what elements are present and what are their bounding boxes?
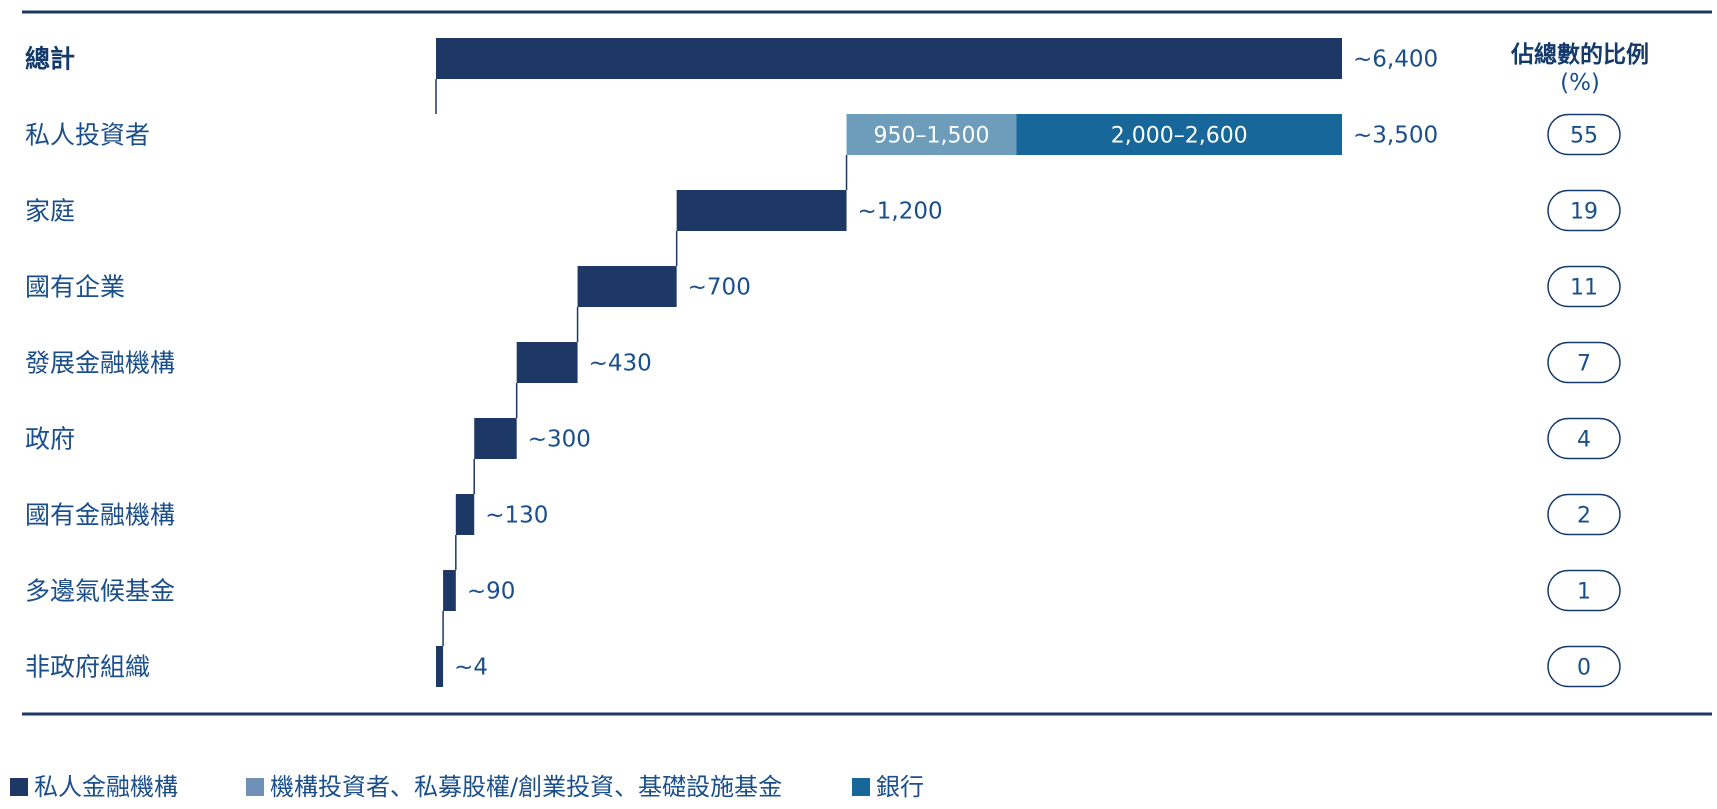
category-label: 非政府組織	[25, 653, 150, 682]
share-pill	[1547, 493, 1621, 536]
bar-3	[577, 266, 677, 307]
value-label: ~4	[454, 655, 488, 681]
category-label: 政府	[25, 425, 75, 454]
category-label: 私人投資者	[25, 121, 150, 150]
legend-label: 私人金融機構	[34, 773, 178, 801]
share-pill	[1547, 265, 1621, 308]
bars: 950–1,500 2,000–2,600	[436, 38, 1342, 687]
bar-segment-label: 950–1,500	[873, 124, 989, 149]
share-value: 4	[1577, 428, 1591, 453]
bar-7	[443, 570, 456, 611]
bar-2	[676, 190, 847, 231]
category-label: 總計	[25, 45, 75, 74]
share-header: 佔總數的比例	[1510, 41, 1649, 68]
value-label: ~6,400	[1353, 47, 1438, 73]
value-label: ~300	[528, 427, 591, 453]
value-label: ~430	[589, 351, 652, 377]
category-label: 國有金融機構	[25, 501, 175, 530]
value-label: ~3,500	[1353, 123, 1438, 149]
bar-8	[436, 646, 444, 687]
share-pill	[1547, 341, 1621, 384]
share-value: 11	[1570, 276, 1598, 301]
share-value: 2	[1577, 504, 1591, 529]
category-label: 家庭	[25, 197, 75, 226]
share-value: 19	[1570, 200, 1598, 225]
legend-swatch	[10, 778, 28, 796]
share-pill	[1547, 417, 1621, 460]
legend-label: 機構投資者、私募股權/創業投資、基礎設施基金	[270, 773, 782, 801]
value-label: ~700	[688, 275, 751, 301]
share-value: 0	[1577, 656, 1591, 681]
value-label: ~130	[485, 503, 548, 529]
value-labels: ~6,400 ~3,500 ~1,200 ~700 ~430 ~300 ~130 ~90 ~4	[454, 47, 1438, 681]
category-label: 多邊氣候基金	[25, 577, 175, 606]
connectors	[435, 79, 848, 646]
legend-swatch	[852, 778, 870, 796]
bar-4	[516, 342, 578, 383]
bar-6	[455, 494, 475, 535]
bar-5	[474, 418, 517, 459]
value-label: ~1,200	[858, 199, 943, 225]
share-pill	[1547, 569, 1621, 612]
bar-segment-private-2	[1016, 114, 1342, 155]
bar-segment-private-1	[846, 114, 1017, 155]
value-label: ~90	[467, 579, 516, 605]
share-column: 佔總數的比例 (%) 55 19 11 7 4 2 1 0	[1510, 41, 1649, 688]
category-label: 國有企業	[25, 273, 125, 302]
share-header-unit: (%)	[1560, 70, 1600, 96]
share-pill	[1547, 113, 1621, 156]
share-value: 7	[1577, 352, 1591, 377]
bar-0	[436, 38, 1342, 79]
share-pill	[1547, 189, 1621, 232]
legend-label: 銀行	[876, 773, 924, 801]
share-value: 1	[1577, 580, 1591, 605]
category-label: 發展金融機構	[25, 349, 175, 378]
legend-swatch	[246, 778, 264, 796]
share-value: 55	[1570, 124, 1598, 149]
bar-segment-label: 2,000–2,600	[1111, 124, 1248, 149]
share-pill	[1547, 645, 1621, 688]
legend: 私人金融機構 機構投資者、私募股權/創業投資、基礎設施基金 銀行	[10, 773, 924, 801]
